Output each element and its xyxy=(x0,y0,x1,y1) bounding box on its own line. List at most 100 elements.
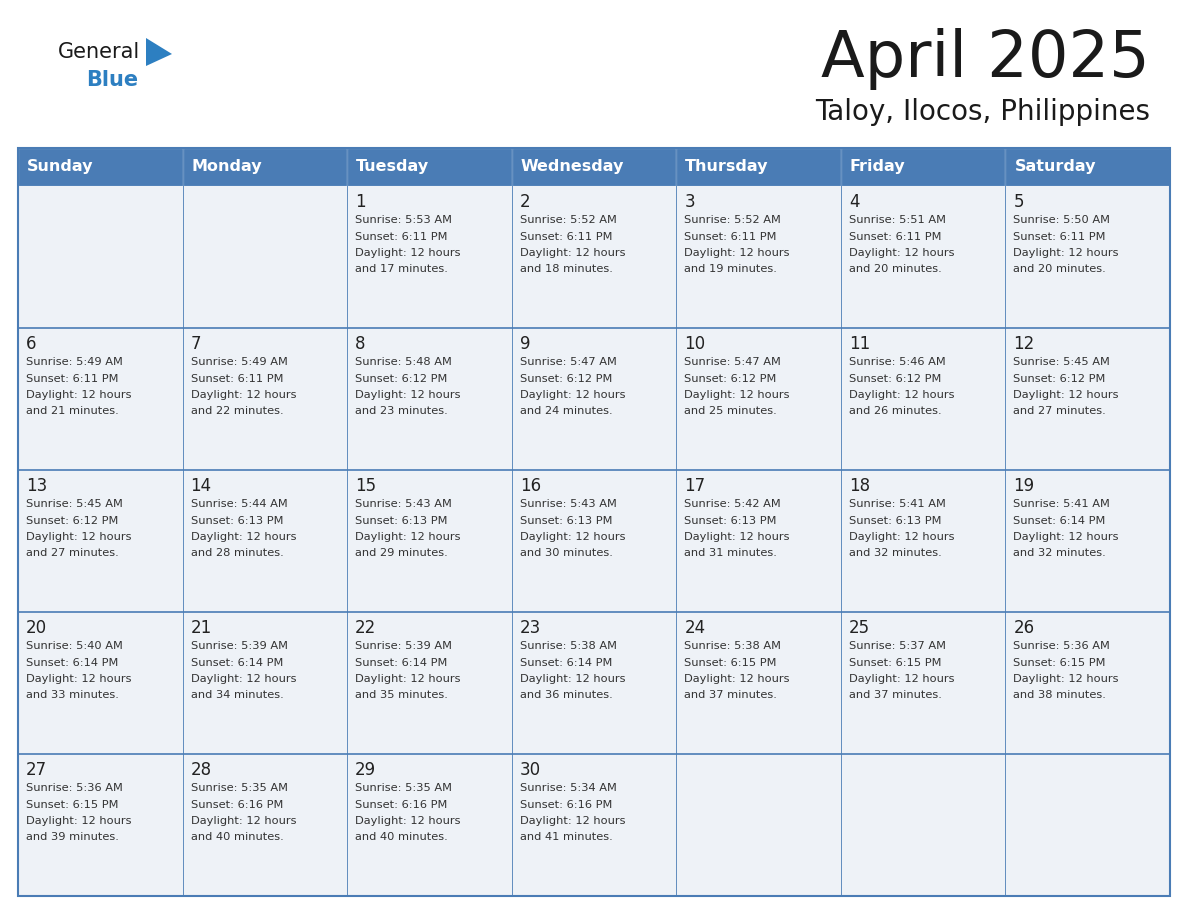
Text: and 27 minutes.: and 27 minutes. xyxy=(1013,407,1106,417)
Text: Sunset: 6:13 PM: Sunset: 6:13 PM xyxy=(355,516,448,525)
Text: April 2025: April 2025 xyxy=(821,28,1150,90)
Text: and 20 minutes.: and 20 minutes. xyxy=(849,264,942,274)
Text: Sunset: 6:11 PM: Sunset: 6:11 PM xyxy=(190,374,283,384)
Text: Daylight: 12 hours: Daylight: 12 hours xyxy=(684,390,790,400)
Text: and 19 minutes.: and 19 minutes. xyxy=(684,264,777,274)
Text: and 18 minutes.: and 18 minutes. xyxy=(519,264,613,274)
Text: 19: 19 xyxy=(1013,477,1035,495)
Text: 20: 20 xyxy=(26,619,48,637)
Text: Sunrise: 5:47 AM: Sunrise: 5:47 AM xyxy=(684,357,782,367)
Text: Sunset: 6:13 PM: Sunset: 6:13 PM xyxy=(849,516,941,525)
Text: Sunset: 6:12 PM: Sunset: 6:12 PM xyxy=(355,374,448,384)
Text: Sunrise: 5:39 AM: Sunrise: 5:39 AM xyxy=(190,641,287,651)
Text: Sunset: 6:15 PM: Sunset: 6:15 PM xyxy=(684,657,777,667)
Bar xyxy=(676,148,841,186)
Text: Daylight: 12 hours: Daylight: 12 hours xyxy=(26,674,132,684)
Text: Sunrise: 5:50 AM: Sunrise: 5:50 AM xyxy=(1013,215,1111,225)
Text: Daylight: 12 hours: Daylight: 12 hours xyxy=(355,390,461,400)
Text: 5: 5 xyxy=(1013,193,1024,211)
Text: Daylight: 12 hours: Daylight: 12 hours xyxy=(519,248,625,258)
Text: and 21 minutes.: and 21 minutes. xyxy=(26,407,119,417)
Text: and 32 minutes.: and 32 minutes. xyxy=(849,548,942,558)
Text: Sunset: 6:11 PM: Sunset: 6:11 PM xyxy=(355,231,448,241)
Bar xyxy=(18,148,183,186)
Text: 11: 11 xyxy=(849,335,870,353)
Text: Sunrise: 5:39 AM: Sunrise: 5:39 AM xyxy=(355,641,453,651)
Text: and 26 minutes.: and 26 minutes. xyxy=(849,407,941,417)
Text: and 41 minutes.: and 41 minutes. xyxy=(519,833,613,843)
Text: and 20 minutes.: and 20 minutes. xyxy=(1013,264,1106,274)
Text: Sunset: 6:12 PM: Sunset: 6:12 PM xyxy=(684,374,777,384)
Bar xyxy=(18,148,1170,896)
Text: Sunrise: 5:40 AM: Sunrise: 5:40 AM xyxy=(26,641,122,651)
Text: Sunrise: 5:42 AM: Sunrise: 5:42 AM xyxy=(684,499,781,509)
Text: and 35 minutes.: and 35 minutes. xyxy=(355,690,448,700)
Text: Daylight: 12 hours: Daylight: 12 hours xyxy=(355,816,461,826)
Text: Daylight: 12 hours: Daylight: 12 hours xyxy=(355,248,461,258)
Text: 1: 1 xyxy=(355,193,366,211)
Text: and 23 minutes.: and 23 minutes. xyxy=(355,407,448,417)
Text: and 30 minutes.: and 30 minutes. xyxy=(519,548,613,558)
Text: Sunrise: 5:46 AM: Sunrise: 5:46 AM xyxy=(849,357,946,367)
Text: Sunrise: 5:47 AM: Sunrise: 5:47 AM xyxy=(519,357,617,367)
Text: Sunset: 6:15 PM: Sunset: 6:15 PM xyxy=(1013,657,1106,667)
Text: Sunrise: 5:51 AM: Sunrise: 5:51 AM xyxy=(849,215,946,225)
Text: 15: 15 xyxy=(355,477,377,495)
Text: Daylight: 12 hours: Daylight: 12 hours xyxy=(355,532,461,542)
Text: and 22 minutes.: and 22 minutes. xyxy=(190,407,283,417)
Text: and 40 minutes.: and 40 minutes. xyxy=(355,833,448,843)
Text: Sunrise: 5:35 AM: Sunrise: 5:35 AM xyxy=(190,783,287,793)
Text: 4: 4 xyxy=(849,193,859,211)
Text: Sunrise: 5:41 AM: Sunrise: 5:41 AM xyxy=(849,499,946,509)
Text: 24: 24 xyxy=(684,619,706,637)
Text: Sunset: 6:12 PM: Sunset: 6:12 PM xyxy=(519,374,612,384)
Text: 14: 14 xyxy=(190,477,211,495)
Text: and 37 minutes.: and 37 minutes. xyxy=(684,690,777,700)
Text: Sunset: 6:14 PM: Sunset: 6:14 PM xyxy=(519,657,612,667)
Text: and 17 minutes.: and 17 minutes. xyxy=(355,264,448,274)
Text: Daylight: 12 hours: Daylight: 12 hours xyxy=(1013,390,1119,400)
Text: 28: 28 xyxy=(190,761,211,779)
Bar xyxy=(183,148,347,186)
Text: Daylight: 12 hours: Daylight: 12 hours xyxy=(519,532,625,542)
Text: 16: 16 xyxy=(519,477,541,495)
Text: Sunset: 6:16 PM: Sunset: 6:16 PM xyxy=(355,800,448,810)
Text: Sunrise: 5:36 AM: Sunrise: 5:36 AM xyxy=(1013,641,1111,651)
Text: 26: 26 xyxy=(1013,619,1035,637)
Text: Sunrise: 5:35 AM: Sunrise: 5:35 AM xyxy=(355,783,453,793)
Text: and 31 minutes.: and 31 minutes. xyxy=(684,548,777,558)
Bar xyxy=(18,328,1170,470)
Text: Daylight: 12 hours: Daylight: 12 hours xyxy=(26,390,132,400)
Text: and 27 minutes.: and 27 minutes. xyxy=(26,548,119,558)
Text: Sunrise: 5:48 AM: Sunrise: 5:48 AM xyxy=(355,357,451,367)
Text: 29: 29 xyxy=(355,761,377,779)
Text: Sunset: 6:15 PM: Sunset: 6:15 PM xyxy=(849,657,941,667)
Text: 30: 30 xyxy=(519,761,541,779)
Text: Daylight: 12 hours: Daylight: 12 hours xyxy=(849,674,954,684)
Polygon shape xyxy=(146,38,172,66)
Text: Daylight: 12 hours: Daylight: 12 hours xyxy=(26,816,132,826)
Text: and 25 minutes.: and 25 minutes. xyxy=(684,407,777,417)
Text: Daylight: 12 hours: Daylight: 12 hours xyxy=(849,532,954,542)
Text: Sunset: 6:11 PM: Sunset: 6:11 PM xyxy=(26,374,119,384)
Text: 23: 23 xyxy=(519,619,541,637)
Text: Sunrise: 5:34 AM: Sunrise: 5:34 AM xyxy=(519,783,617,793)
Text: Sunset: 6:14 PM: Sunset: 6:14 PM xyxy=(26,657,119,667)
Text: and 34 minutes.: and 34 minutes. xyxy=(190,690,283,700)
Text: Sunset: 6:13 PM: Sunset: 6:13 PM xyxy=(684,516,777,525)
Text: Taloy, Ilocos, Philippines: Taloy, Ilocos, Philippines xyxy=(815,98,1150,126)
Text: Daylight: 12 hours: Daylight: 12 hours xyxy=(519,674,625,684)
Text: 25: 25 xyxy=(849,619,870,637)
Text: Daylight: 12 hours: Daylight: 12 hours xyxy=(190,674,296,684)
Text: Daylight: 12 hours: Daylight: 12 hours xyxy=(26,532,132,542)
Text: Sunset: 6:11 PM: Sunset: 6:11 PM xyxy=(849,231,941,241)
Text: and 24 minutes.: and 24 minutes. xyxy=(519,407,612,417)
Text: Sunset: 6:11 PM: Sunset: 6:11 PM xyxy=(684,231,777,241)
Bar xyxy=(18,754,1170,896)
Text: Sunrise: 5:45 AM: Sunrise: 5:45 AM xyxy=(26,499,122,509)
Text: Daylight: 12 hours: Daylight: 12 hours xyxy=(190,532,296,542)
Text: Thursday: Thursday xyxy=(685,160,769,174)
Text: Daylight: 12 hours: Daylight: 12 hours xyxy=(190,816,296,826)
Text: and 38 minutes.: and 38 minutes. xyxy=(1013,690,1106,700)
Text: Wednesday: Wednesday xyxy=(520,160,624,174)
